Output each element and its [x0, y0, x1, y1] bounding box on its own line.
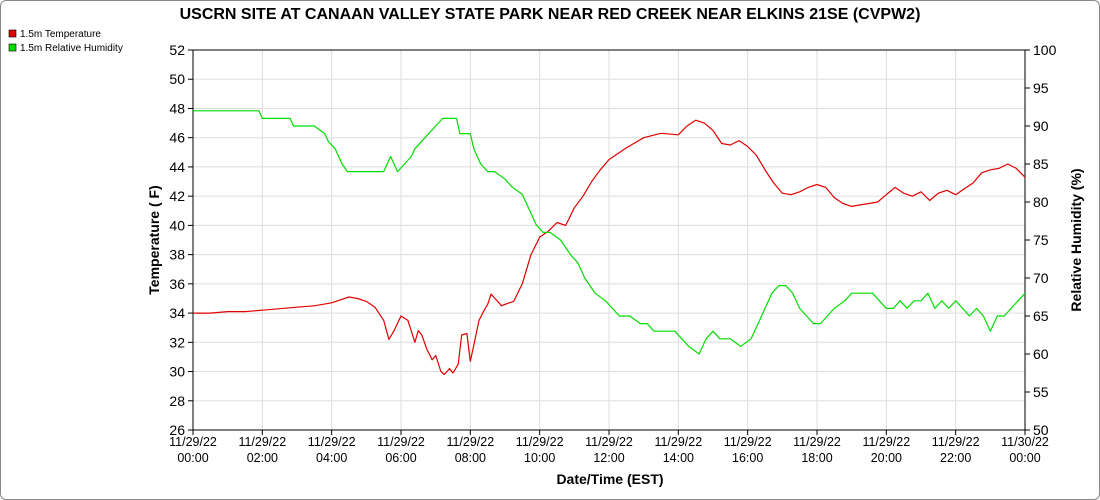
y-axis-left-label: Temperature ( F): [146, 185, 162, 294]
series-line-temperature: [193, 119, 1026, 376]
x-tick-time: 04:00: [316, 451, 347, 465]
x-axis: 11/29/22 00:00 11/29/22 02:00 11/29/22 04:00 1…: [169, 430, 1049, 465]
y-axis-left: 26 28 30 32 34 36 38 40 42 44 46 48 50 52: [169, 42, 193, 438]
legend-label-temperature: 1.5m Temperature: [20, 29, 101, 40]
y-right-tick-label: 100: [1033, 42, 1057, 58]
y-right-tick-label: 60: [1033, 346, 1049, 362]
x-axis-label: Date/Time (EST): [556, 471, 663, 487]
y-right-tick-label: 55: [1033, 384, 1049, 400]
x-tick-date: 11/29/22: [724, 435, 772, 449]
y-left-tick-label: 48: [169, 100, 185, 116]
x-tick-date: 11/29/22: [446, 435, 494, 449]
legend-swatch-temperature: [8, 29, 17, 38]
x-tick-date: 11/29/22: [308, 435, 356, 449]
x-tick-time: 18:00: [801, 451, 832, 465]
x-tick-date: 11/29/22: [654, 435, 702, 449]
y-left-tick-label: 28: [169, 393, 185, 409]
series-lines: [193, 110, 1026, 376]
grid: [192, 49, 1026, 431]
x-tick-date: 11/29/22: [516, 435, 564, 449]
chart-title: USCRN SITE AT CANAAN VALLEY STATE PARK N…: [180, 6, 921, 23]
y-right-tick-label: 80: [1033, 194, 1049, 210]
x-tick-time: 00:00: [1009, 451, 1040, 465]
x-tick-date: 11/29/22: [169, 435, 217, 449]
y-left-tick-label: 32: [169, 334, 185, 350]
y-left-tick-label: 46: [169, 130, 185, 146]
x-tick-date: 11/29/22: [932, 435, 980, 449]
x-tick-date: 11/29/22: [238, 435, 286, 449]
legend-label-humidity: 1.5m Relative Humidity: [20, 43, 123, 54]
y-left-tick-label: 50: [169, 71, 185, 87]
series-line-humidity: [193, 110, 1026, 355]
y-right-tick-label: 90: [1033, 118, 1049, 134]
x-tick-time: 08:00: [455, 451, 486, 465]
y-right-tick-label: 70: [1033, 270, 1049, 286]
x-tick-time: 06:00: [385, 451, 416, 465]
y-left-tick-label: 40: [169, 217, 185, 233]
y-right-tick-label: 85: [1033, 156, 1049, 172]
x-tick-time: 22:00: [940, 451, 971, 465]
x-tick-time: 02:00: [247, 451, 278, 465]
x-tick-time: 16:00: [732, 451, 763, 465]
y-left-tick-label: 44: [169, 159, 185, 175]
y-left-tick-label: 26: [169, 422, 185, 438]
y-right-tick-label: 95: [1033, 80, 1049, 96]
y-right-tick-label: 75: [1033, 232, 1049, 248]
x-tick-time: 10:00: [524, 451, 555, 465]
x-tick-date: 11/30/22: [1001, 435, 1049, 449]
y-right-tick-label: 50: [1033, 422, 1049, 438]
x-tick-time: 12:00: [593, 451, 624, 465]
y-right-tick-label: 65: [1033, 308, 1049, 324]
y-left-tick-label: 30: [169, 364, 185, 380]
x-tick-date: 11/29/22: [377, 435, 425, 449]
x-tick-date: 11/29/22: [585, 435, 633, 449]
y-left-tick-label: 52: [169, 42, 185, 58]
legend-swatch-humidity: [8, 43, 17, 52]
y-left-tick-label: 42: [169, 188, 185, 204]
legend: 1.5m Temperature 1.5m Relative Humidity: [8, 29, 123, 54]
x-tick-time: 20:00: [871, 451, 902, 465]
x-tick-time: 00:00: [177, 451, 208, 465]
x-tick-time: 14:00: [663, 451, 694, 465]
y-left-tick-label: 38: [169, 247, 185, 263]
y-axis-right: 50 55 60 65 70 75 80 85 90 95 100: [1025, 42, 1057, 438]
x-tick-date: 11/29/22: [862, 435, 910, 449]
y-left-tick-label: 34: [169, 305, 185, 321]
y-left-tick-label: 36: [169, 276, 185, 292]
x-tick-date: 11/29/22: [793, 435, 841, 449]
y-axis-right-label: Relative Humidity (%): [1068, 168, 1084, 311]
